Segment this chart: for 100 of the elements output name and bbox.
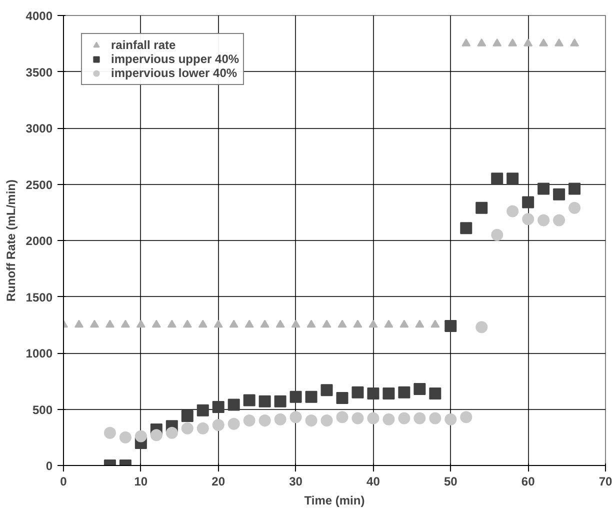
point bbox=[429, 388, 442, 400]
point bbox=[462, 38, 471, 46]
y-tick-label: 2000 bbox=[26, 234, 53, 248]
point bbox=[243, 414, 256, 426]
point bbox=[414, 412, 426, 424]
point bbox=[152, 320, 161, 328]
point bbox=[198, 320, 208, 328]
point bbox=[229, 320, 238, 328]
point bbox=[491, 172, 504, 185]
point bbox=[382, 413, 395, 426]
point bbox=[477, 38, 486, 46]
point bbox=[290, 390, 302, 403]
point bbox=[258, 395, 271, 408]
point bbox=[398, 412, 410, 424]
point bbox=[260, 320, 270, 328]
y-tick-label: 4000 bbox=[26, 9, 53, 23]
x-tick-label: 30 bbox=[289, 474, 303, 488]
point bbox=[244, 320, 254, 328]
point bbox=[243, 394, 256, 406]
point bbox=[274, 413, 286, 426]
point bbox=[74, 320, 84, 328]
y-tick-label: 1500 bbox=[26, 290, 53, 304]
point bbox=[336, 392, 348, 404]
point bbox=[258, 414, 271, 426]
point bbox=[506, 205, 519, 218]
point bbox=[90, 320, 99, 328]
point bbox=[460, 222, 472, 234]
y-tick-label: 3500 bbox=[26, 65, 53, 80]
point bbox=[336, 411, 348, 424]
point bbox=[212, 419, 224, 431]
point bbox=[414, 383, 426, 395]
point bbox=[539, 38, 548, 46]
point bbox=[568, 202, 581, 214]
point bbox=[105, 320, 114, 328]
y-tick-label: 2500 bbox=[26, 178, 53, 192]
x-tick-label: 10 bbox=[134, 474, 148, 488]
point bbox=[415, 320, 424, 328]
legend-label: impervious upper 40% bbox=[111, 52, 240, 66]
legend-label: impervious lower 40% bbox=[111, 66, 238, 80]
y-tick-label: 0 bbox=[46, 459, 53, 473]
point bbox=[196, 422, 209, 434]
point bbox=[553, 188, 566, 200]
point bbox=[136, 320, 146, 328]
point bbox=[214, 320, 223, 328]
point bbox=[181, 422, 194, 434]
point bbox=[291, 320, 300, 328]
point bbox=[368, 320, 378, 328]
point bbox=[508, 38, 518, 46]
point bbox=[306, 320, 316, 328]
point bbox=[524, 38, 533, 46]
point bbox=[150, 429, 162, 442]
point bbox=[476, 202, 488, 214]
point bbox=[382, 388, 395, 400]
point bbox=[353, 320, 362, 328]
x-tick-label: 70 bbox=[598, 474, 612, 488]
point bbox=[460, 411, 472, 424]
point bbox=[352, 412, 364, 424]
point bbox=[553, 214, 566, 226]
point bbox=[398, 386, 410, 398]
x-axis-title: Time (min) bbox=[304, 494, 365, 508]
point bbox=[119, 431, 132, 444]
point bbox=[182, 320, 192, 328]
point bbox=[320, 384, 333, 396]
legend-label: rainfall rate bbox=[111, 38, 176, 52]
point bbox=[430, 320, 440, 328]
point bbox=[228, 418, 240, 430]
point bbox=[338, 320, 347, 328]
point bbox=[444, 320, 457, 332]
point bbox=[384, 320, 394, 328]
point bbox=[554, 38, 564, 46]
point bbox=[429, 412, 442, 424]
x-tick-label: 20 bbox=[212, 474, 226, 488]
point bbox=[166, 426, 178, 439]
point bbox=[196, 404, 209, 416]
point bbox=[134, 430, 147, 442]
point bbox=[538, 214, 550, 226]
point bbox=[181, 410, 194, 422]
point bbox=[212, 401, 224, 413]
point bbox=[568, 182, 581, 195]
x-tick-label: 60 bbox=[521, 474, 536, 488]
x-tick-label: 50 bbox=[444, 474, 458, 488]
y-axis-title: Runoff Rate (mL/min) bbox=[4, 179, 18, 302]
point bbox=[476, 321, 488, 334]
x-tick-label: 0 bbox=[60, 474, 68, 488]
point bbox=[228, 398, 240, 411]
y-tick-label: 1000 bbox=[26, 346, 53, 360]
point bbox=[290, 411, 302, 424]
x-tick-label: 40 bbox=[366, 474, 380, 488]
point bbox=[322, 320, 332, 328]
point bbox=[570, 38, 580, 46]
point bbox=[492, 38, 502, 46]
y-tick-label: 3000 bbox=[26, 122, 53, 136]
point bbox=[305, 414, 318, 426]
point bbox=[444, 413, 457, 426]
point bbox=[367, 412, 380, 424]
point bbox=[352, 386, 364, 398]
point bbox=[522, 196, 534, 208]
point bbox=[491, 228, 504, 241]
y-tick-label: 500 bbox=[32, 402, 53, 417]
point bbox=[305, 390, 318, 403]
